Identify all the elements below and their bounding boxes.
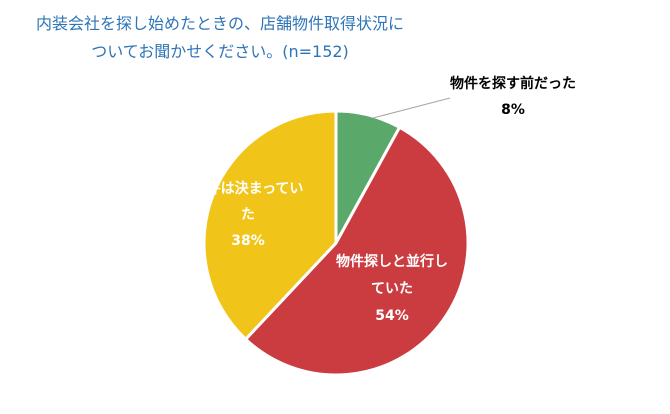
chart-title-line-2: ついてお聞かせください。(n=152): [91, 42, 349, 61]
slice-label-before-search-percent: 8%: [501, 102, 525, 118]
slice-label-already-decided-text-1: 物件は決まってい: [193, 180, 304, 197]
pie-slice-parallel-search: [244, 125, 470, 377]
slice-label-before-search-text-1: 物件を探す前だった: [450, 75, 576, 92]
chart-title-line-1: 内装会社を探し始めたときの、店舗物件取得状況に: [35, 14, 404, 33]
slice-label-already-decided-percent: 38%: [231, 233, 265, 249]
slice-label-parallel-search-text-2: ていた: [371, 281, 413, 297]
chart-title: 内装会社を探し始めたときの、店舗物件取得状況に ついてお聞かせください。(n=1…: [0, 10, 440, 66]
leader-line: [372, 97, 451, 119]
slice-label-parallel-search-percent: 54%: [375, 308, 409, 324]
slice-label-already-decided-text-2: た: [241, 207, 255, 223]
pie-slices: [202, 109, 470, 377]
pie-slice-already-decided: [202, 109, 338, 341]
slice-label-parallel-search-text-1: 物件探しと並行し: [336, 253, 448, 270]
